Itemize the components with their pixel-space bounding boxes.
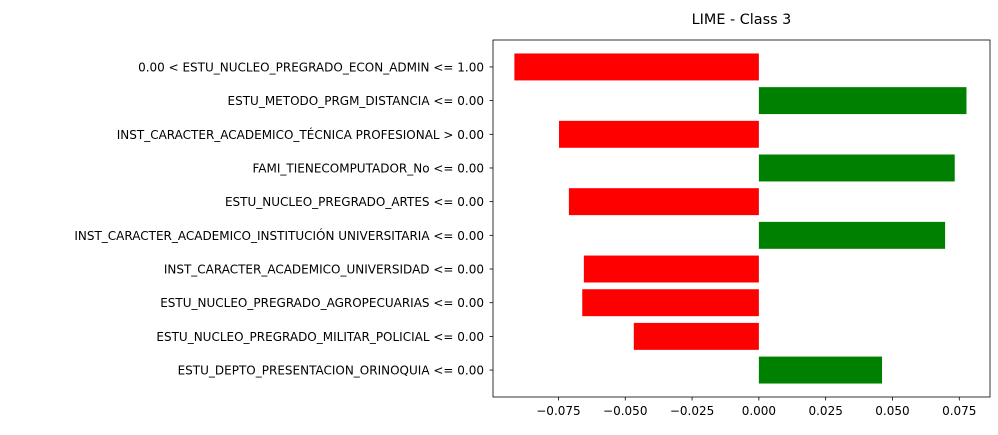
chart-title: LIME - Class 3 bbox=[692, 12, 792, 28]
y-tick-label: FAMI_TIENECOMPUTADOR_No <= 0.00 bbox=[252, 161, 484, 175]
y-tick-label: INST_CARACTER_ACADEMICO_UNIVERSIDAD <= 0… bbox=[164, 263, 484, 277]
bar bbox=[758, 356, 883, 384]
bars-group bbox=[514, 53, 967, 384]
bar bbox=[514, 53, 759, 81]
y-tick-label: ESTU_NUCLEO_PREGRADO_ARTES <= 0.00 bbox=[225, 195, 484, 209]
x-tick-label: 0.075 bbox=[942, 404, 976, 418]
plot-frame bbox=[492, 39, 991, 398]
y-axis-ticks: 0.00 < ESTU_NUCLEO_PREGRADO_ECON_ADMIN <… bbox=[74, 60, 493, 378]
y-tick-label: INST_CARACTER_ACADEMICO_INSTITUCIÓN UNIV… bbox=[74, 228, 484, 243]
bar bbox=[568, 188, 759, 216]
x-tick-label: 0.025 bbox=[808, 404, 842, 418]
x-tick-label: −0.075 bbox=[536, 404, 580, 418]
bar bbox=[633, 322, 759, 350]
bar bbox=[758, 154, 955, 182]
y-tick-label: ESTU_DEPTO_PRESENTACION_ORINOQUIA <= 0.0… bbox=[178, 364, 484, 378]
x-tick-label: 0.000 bbox=[742, 404, 776, 418]
y-tick-label: INST_CARACTER_ACADEMICO_TÉCNICA PROFESIO… bbox=[117, 127, 484, 142]
bar bbox=[758, 87, 967, 115]
y-tick-label: ESTU_NUCLEO_PREGRADO_AGROPECUARIAS <= 0.… bbox=[160, 296, 484, 310]
y-tick-label: ESTU_METODO_PRGM_DISTANCIA <= 0.00 bbox=[228, 94, 485, 108]
x-tick-label: 0.050 bbox=[875, 404, 909, 418]
bar bbox=[583, 255, 759, 283]
y-tick-label: 0.00 < ESTU_NUCLEO_PREGRADO_ECON_ADMIN <… bbox=[138, 60, 484, 74]
bar bbox=[582, 289, 759, 317]
x-tick-label: −0.050 bbox=[603, 404, 647, 418]
y-tick-label: ESTU_NUCLEO_PREGRADO_MILITAR_POLICIAL <=… bbox=[156, 330, 484, 344]
bar bbox=[758, 221, 946, 249]
x-axis-ticks: −0.075 −0.050 −0.025 0.000 0.025 0.050 0.075 bbox=[536, 397, 976, 418]
x-tick-label: −0.025 bbox=[670, 404, 714, 418]
bar bbox=[558, 120, 759, 148]
